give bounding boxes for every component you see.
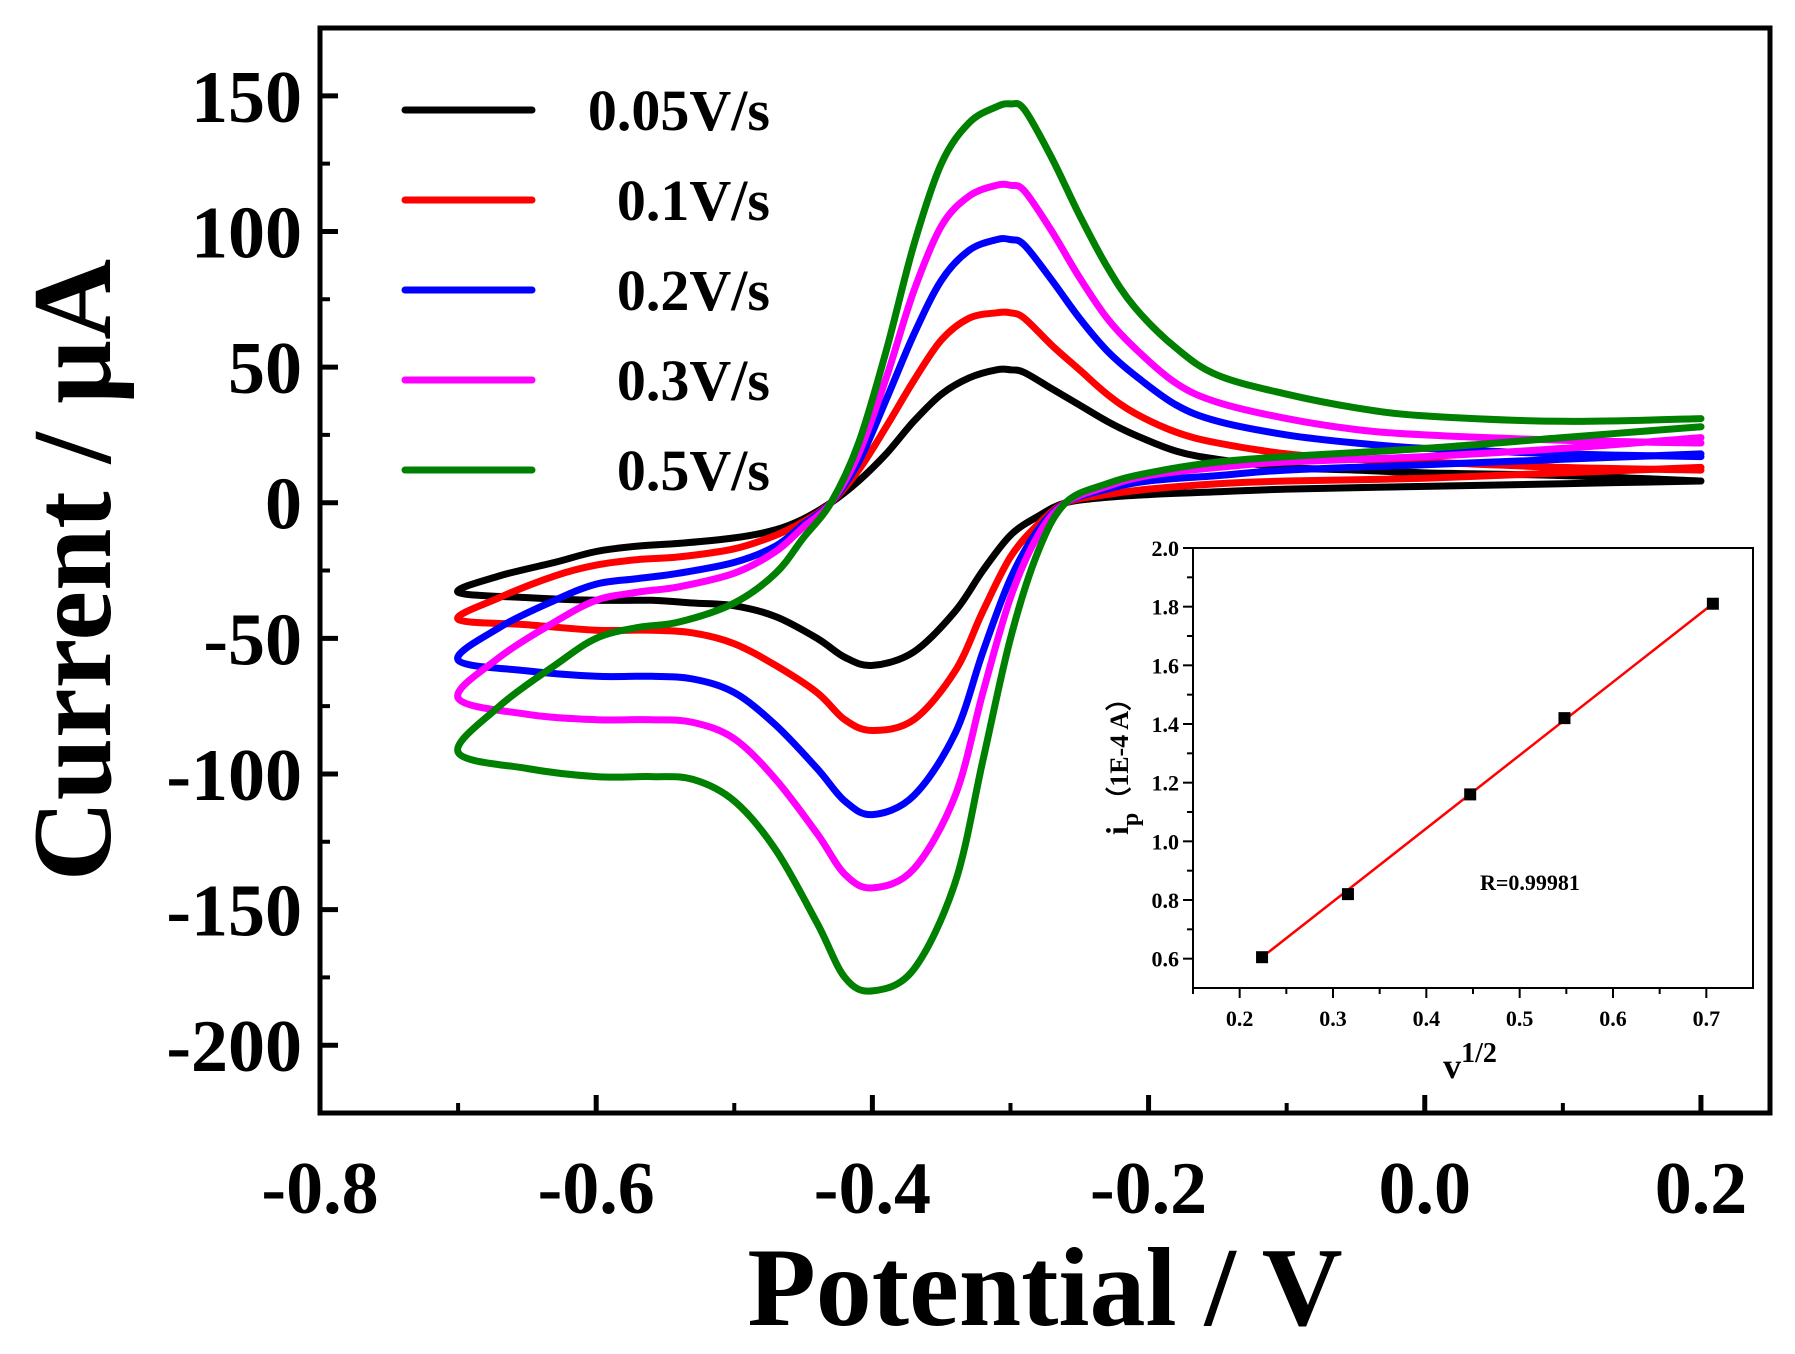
inset-x-tick-label: 0.5 bbox=[1506, 1006, 1534, 1031]
cv-curve-0-5v-s bbox=[454, 99, 1705, 995]
main-y-tick-label: -100 bbox=[166, 735, 302, 817]
inset-y-tick-label: 1.8 bbox=[1152, 595, 1180, 620]
inset-annotation: R=0.99981 bbox=[1480, 870, 1580, 895]
inset-x-tick-label: 0.7 bbox=[1693, 1006, 1721, 1031]
main-y-tick-labels: -200 -150 -100 -50 0 50 100 150 bbox=[166, 57, 302, 1088]
inset-x-axis-title-sup: 1/2 bbox=[1461, 1038, 1497, 1069]
inset-y-tick-label: 1.2 bbox=[1152, 771, 1180, 796]
inset-x-tick-label: 0.4 bbox=[1413, 1006, 1441, 1031]
inset-data-point bbox=[1706, 597, 1719, 610]
inset-data-point bbox=[1341, 888, 1354, 901]
inset-data-point bbox=[1256, 951, 1269, 964]
main-y-tick-label: 0 bbox=[265, 464, 302, 546]
main-axis-ticks bbox=[317, 93, 1704, 1113]
legend-label: 0.1V/s bbox=[617, 168, 770, 233]
main-x-tick-labels: -0.8 -0.6 -0.4 -0.2 0.0 0.2 bbox=[261, 1148, 1747, 1230]
main-plot-frame bbox=[317, 25, 1773, 1116]
inset-background bbox=[1193, 548, 1753, 988]
legend-label: 0.2V/s bbox=[617, 258, 770, 323]
main-y-tick-label: -200 bbox=[166, 1006, 302, 1088]
inset-fit-group bbox=[1261, 602, 1714, 959]
main-x-tick-label: -0.4 bbox=[814, 1148, 931, 1230]
main-y-tick-label: 100 bbox=[191, 192, 302, 274]
inset-points-group bbox=[1256, 597, 1719, 964]
legend-label: 0.05V/s bbox=[588, 78, 770, 143]
main-y-tick-label: 50 bbox=[228, 328, 302, 410]
inset-x-tick-label: 0.2 bbox=[1226, 1006, 1254, 1031]
main-x-axis-title: Potential / V bbox=[747, 1226, 1342, 1349]
main-x-tick-label: 0.2 bbox=[1655, 1148, 1748, 1230]
main-y-tick-label: -150 bbox=[166, 871, 302, 953]
cv-curve-0-3v-s bbox=[454, 180, 1705, 892]
main-series-group bbox=[454, 99, 1705, 995]
inset-y-tick-label: 0.6 bbox=[1152, 947, 1180, 972]
inset-plot-frame bbox=[1192, 547, 1754, 989]
inset-y-tick-label: 1.0 bbox=[1152, 829, 1180, 854]
main-x-tick-label: 0.0 bbox=[1379, 1148, 1472, 1230]
main-y-axis-title: Current / µA bbox=[11, 259, 135, 882]
inset-y-tick-labels: 0.6 0.8 1.0 1.2 1.4 1.6 1.8 2.0 bbox=[1152, 536, 1180, 972]
inset-y-axis-title: ip（1E-4 A） bbox=[1099, 685, 1144, 835]
legend-label: 0.5V/s bbox=[617, 438, 770, 503]
inset-x-axis-title-base: v bbox=[1443, 1046, 1461, 1086]
inset-x-tick-label: 0.6 bbox=[1599, 1006, 1627, 1031]
inset-x-axis-title: v1/2 bbox=[1443, 1038, 1497, 1086]
legend-label: 0.3V/s bbox=[617, 348, 770, 413]
main-x-tick-label: -0.8 bbox=[261, 1148, 378, 1230]
inset-y-tick-label: 1.4 bbox=[1152, 712, 1180, 737]
inset-x-tick-label: 0.3 bbox=[1319, 1006, 1347, 1031]
inset-data-point bbox=[1558, 712, 1571, 725]
inset-y-tick-label: 2.0 bbox=[1152, 536, 1180, 561]
inset-x-tick-labels: 0.2 0.3 0.4 0.5 0.6 0.7 bbox=[1226, 1006, 1720, 1031]
inset-chart: 0.6 0.8 1.0 1.2 1.4 1.6 1.8 2.0 0.2 0.3 0.4 0.5 0.6… bbox=[1099, 536, 1754, 1086]
main-x-tick-label: -0.2 bbox=[1090, 1148, 1207, 1230]
main-y-tick-label: -50 bbox=[203, 599, 302, 681]
inset-y-axis-title-base: i bbox=[1099, 826, 1135, 835]
inset-fit-line bbox=[1261, 602, 1714, 959]
inset-y-axis-title-suffix: （1E-4 A） bbox=[1105, 685, 1134, 813]
inset-data-point bbox=[1464, 788, 1477, 801]
inset-y-tick-label: 0.8 bbox=[1152, 888, 1180, 913]
inset-y-tick-label: 1.6 bbox=[1152, 653, 1180, 678]
main-x-tick-label: -0.6 bbox=[538, 1148, 655, 1230]
inset-y-axis-title-sub: p bbox=[1118, 813, 1144, 826]
main-y-tick-label: 150 bbox=[191, 57, 302, 139]
legend: 0.05V/s 0.1V/s 0.2V/s 0.3V/s 0.5V/s bbox=[401, 78, 770, 503]
